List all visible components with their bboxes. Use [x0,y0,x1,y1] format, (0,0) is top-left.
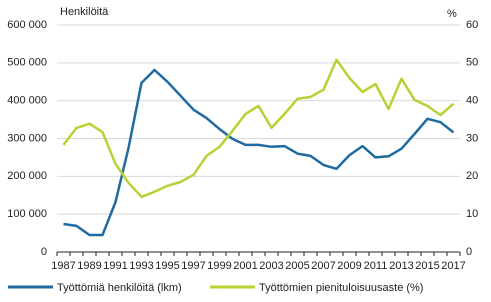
x-tick-label: 2001 [233,260,257,272]
x-tick-label: 2009 [337,260,361,272]
x-tick-label: 2011 [364,260,388,272]
y-tick-label: 500 000 [7,57,47,69]
series-line [62,58,455,199]
x-tick-label: 1999 [207,260,231,272]
x-tick-label: 1995 [155,260,179,272]
x-tick-label: 2015 [415,260,439,272]
y2-tick-label: 20 [466,170,478,182]
legend-label: Työttömien pienituloisuusaste (%) [259,282,423,294]
x-tick-label: 2013 [389,260,413,272]
y2-tick-label: 30 [466,132,478,144]
y2-tick-label: 40 [466,95,478,107]
x-tick-label: 1993 [129,260,153,272]
y2-axis-label: % [447,8,457,20]
x-tick-label: 1989 [77,260,101,272]
y2-tick-label: 60 [466,19,478,31]
y-axis-label: Henkilöitä [60,6,109,18]
y-tick-label: 100 000 [7,208,47,220]
y2-tick-label: 0 [466,246,472,258]
y2-tick-label: 10 [466,208,478,220]
series-line [63,68,455,237]
y-tick-label: 600 000 [7,19,47,31]
x-tick-label: 2007 [311,260,335,272]
y-tick-label: 200 000 [7,170,47,182]
x-tick-label: 1991 [103,260,127,272]
y-tick-label: 300 000 [7,132,47,144]
y-tick-label: 0 [41,246,47,258]
y-tick-label: 400 000 [7,95,47,107]
y2-tick-label: 50 [466,57,478,69]
x-tick-label: 1997 [181,260,205,272]
x-tick-label: 2003 [259,260,283,272]
x-tick-label: 2005 [285,260,309,272]
legend-label: Työttömiä henkilöitä (lkm) [57,282,182,294]
x-tick-label: 1987 [51,260,75,272]
x-tick-label: 2017 [441,260,465,272]
